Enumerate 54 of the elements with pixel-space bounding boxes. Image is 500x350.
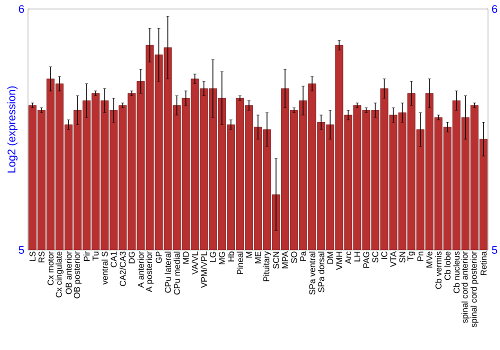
x-tick-label: Pa <box>300 251 306 261</box>
x-tick-label: LH <box>354 252 360 262</box>
x-tick-label: Pn <box>417 252 424 261</box>
y-axis-title: Log2 (expression) <box>7 86 18 172</box>
x-tick-label: MVe <box>426 252 432 268</box>
x-tick-label: Hb <box>228 252 234 262</box>
x-tick-label: A posterior <box>146 251 154 292</box>
x-tick-label: Tu <box>92 252 99 261</box>
x-tick-label: SN <box>399 252 406 263</box>
x-tick-label: SPa ventral <box>309 252 316 295</box>
x-tick-label: CA2/CA3 <box>120 252 126 286</box>
x-tick-label: MD <box>182 252 189 264</box>
x-tick-label: LS <box>30 252 36 261</box>
x-tick-label: M <box>246 252 252 258</box>
x-tick-label: SC <box>372 252 378 263</box>
x-tick-label: OB anterior <box>65 251 72 294</box>
x-tick-label: MPA <box>282 251 288 268</box>
x-tick-label: SCN <box>273 252 280 269</box>
x-tick-label: Arc <box>345 251 352 264</box>
x-tick-label: RS <box>38 252 45 262</box>
x-tick-label: SO <box>291 252 298 264</box>
x-tick-label: PAG <box>363 252 370 268</box>
x-tick-label: spinal cord anterior <box>462 251 470 323</box>
x-tick-label: CA1 <box>110 252 117 268</box>
x-tick-label: IC <box>381 252 388 259</box>
x-tick-label: Pir <box>84 251 90 261</box>
x-tick-label: spinal cord posterior <box>470 251 478 328</box>
x-tick-label: Cb nucleus <box>453 252 460 294</box>
x-tick-label: A anterior <box>138 251 144 288</box>
x-tick-label: DM <box>327 252 334 264</box>
x-tick-label: Retina <box>480 251 487 275</box>
x-tick-label: OB posterior <box>74 251 82 298</box>
x-tick-label: CPu lateral <box>164 252 171 293</box>
x-tick-label: VPM/VPL <box>200 251 207 288</box>
x-tick-label: ventral S <box>102 252 108 285</box>
x-tick-label: VMH <box>336 252 342 270</box>
x-tick-label: Cb lobe <box>444 252 451 280</box>
y2-tick-label: 5 <box>492 246 498 254</box>
x-tick-label: MG <box>218 252 225 264</box>
x-tick-label: Cx motor <box>48 251 54 286</box>
x-tick-label: ME <box>255 252 261 264</box>
x-tick-label: Pituitary <box>263 251 271 282</box>
x-tick-label: GP <box>156 252 162 264</box>
x-tick-label: CPu medial <box>174 252 180 295</box>
y2-tick-label: 6 <box>492 5 498 13</box>
x-tick-label: DG <box>128 252 135 264</box>
x-tick-label: VA/VL <box>192 251 198 275</box>
x-tick-label: Cx cingulate <box>56 252 64 298</box>
x-tick-label: SPa dorsal <box>318 252 324 292</box>
x-tick-label: VTA <box>390 251 396 268</box>
x-tick-label: Cb vermis <box>435 252 442 289</box>
x-tick-label: Tg <box>408 252 416 261</box>
x-tick-label: LG <box>210 252 216 262</box>
x-tick-label: Pineal <box>236 252 244 274</box>
